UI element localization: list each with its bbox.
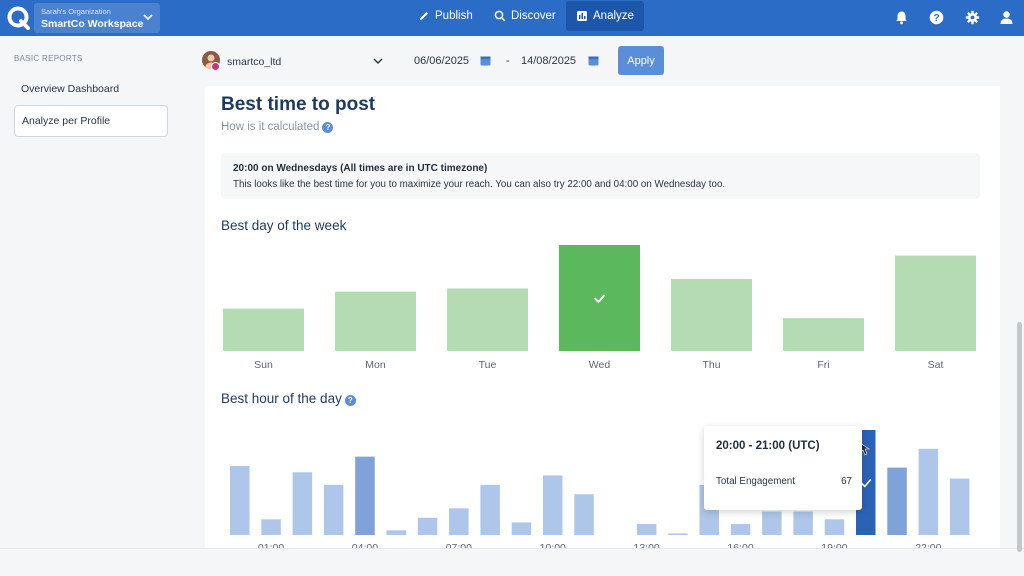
organization-name: Sarah's Organization xyxy=(41,7,111,16)
hour-bar-1100[interactable] xyxy=(574,494,594,535)
app-logo-icon[interactable] xyxy=(6,5,32,31)
best-hour-title-label: Best hour of the day xyxy=(221,391,342,406)
day-tick-label: Thu xyxy=(702,359,720,371)
recommendation-text: This looks like the best time for you to… xyxy=(233,179,726,190)
check-icon xyxy=(860,478,872,488)
hour-bar-2100[interactable] xyxy=(887,467,907,535)
hour-bar-1800[interactable] xyxy=(793,511,813,535)
tooltip-value: 67 xyxy=(841,476,852,487)
profile-select[interactable]: smartco_ltd xyxy=(196,46,392,76)
hour-bar-0600[interactable] xyxy=(417,517,438,535)
tooltip-title: 20:00 - 21:00 (UTC) xyxy=(716,440,820,452)
end-date-input[interactable]: 14/08/2025 xyxy=(521,55,577,67)
hour-bar-0400[interactable] xyxy=(355,456,375,535)
hour-bar-0900[interactable] xyxy=(511,522,532,535)
recommendation-box: 20:00 on Wednesdays (All times are in UT… xyxy=(221,153,980,199)
nav-discover[interactable]: Discover xyxy=(484,1,566,31)
sidebar-item-label: Analyze per Profile xyxy=(22,115,111,127)
nav-publish-label: Publish xyxy=(435,10,473,22)
best-day-title: Best day of the week xyxy=(221,218,347,233)
hour-bar-2300[interactable] xyxy=(949,478,970,535)
nav-publish[interactable]: Publish xyxy=(408,1,483,31)
hour-bar-1300[interactable] xyxy=(636,524,657,535)
day-tick-label: Fri xyxy=(817,359,829,371)
day-bar-wed[interactable] xyxy=(559,245,640,351)
nav-discover-label: Discover xyxy=(511,10,556,22)
sidebar-item-overview-dashboard[interactable]: Overview Dashboard xyxy=(14,74,168,106)
sidebar-item-label: Overview Dashboard xyxy=(21,83,120,95)
help-icon[interactable]: ? xyxy=(322,122,334,133)
sidebar-heading: BASIC REPORTS xyxy=(14,54,83,63)
profile-name: smartco_ltd xyxy=(227,56,282,68)
hour-bar-0700[interactable] xyxy=(449,508,469,535)
chevron-down-icon xyxy=(143,14,153,21)
start-date-input[interactable]: 06/06/2025 xyxy=(414,55,470,67)
best-hour-title: Best hour of the day? xyxy=(221,391,356,406)
gear-icon[interactable] xyxy=(965,10,980,25)
nav-analyze-label: Analyze xyxy=(593,10,634,22)
day-bar-sun[interactable] xyxy=(223,308,304,351)
user-icon[interactable] xyxy=(999,10,1014,25)
sidebar-item-analyze-per-profile[interactable]: Analyze per Profile xyxy=(14,105,168,137)
chevron-down-icon xyxy=(373,58,383,64)
date-range-separator: - xyxy=(506,55,510,67)
hour-bar-0200[interactable] xyxy=(292,472,313,535)
nav-analyze[interactable]: Analyze xyxy=(566,1,644,31)
day-bar-sat[interactable] xyxy=(895,255,976,351)
how-calculated-label: How is it calculated xyxy=(221,121,320,133)
help-icon[interactable]: ? xyxy=(344,395,356,406)
bell-icon[interactable] xyxy=(894,10,909,25)
calendar-icon[interactable] xyxy=(480,55,491,66)
hour-bar-0300[interactable] xyxy=(323,484,344,535)
workspace-name: SmartCo Workspace xyxy=(41,18,144,30)
hour-tooltip: 20:00 - 21:00 (UTC) Total Engagement 67 xyxy=(704,426,862,510)
day-tick-label: Mon xyxy=(365,359,386,371)
day-bar-thu[interactable] xyxy=(671,278,752,351)
hour-bar-1600[interactable] xyxy=(730,524,751,535)
hour-bar-1000[interactable] xyxy=(543,475,563,535)
hour-bar-0500[interactable] xyxy=(386,530,407,535)
day-bar-tue[interactable] xyxy=(447,288,528,351)
day-bar-mon[interactable] xyxy=(335,291,416,351)
day-tick-label: Sat xyxy=(928,359,944,371)
hour-bar-0000[interactable] xyxy=(230,466,250,535)
footer-strip xyxy=(0,548,1024,576)
calendar-icon[interactable] xyxy=(588,55,599,66)
instagram-badge-icon xyxy=(211,62,220,71)
check-icon xyxy=(593,294,606,304)
help-icon[interactable]: ? xyxy=(929,10,944,25)
search-icon xyxy=(494,10,506,22)
pen-icon xyxy=(420,12,428,20)
page-title: Best time to post xyxy=(221,94,376,115)
workspace-switcher[interactable]: Sarah's Organization SmartCo Workspace xyxy=(34,3,160,33)
day-tick-label: Wed xyxy=(589,359,611,371)
tooltip-label: Total Engagement xyxy=(716,476,795,487)
hour-bar-0100[interactable] xyxy=(261,519,281,535)
scrollbar[interactable] xyxy=(1017,322,1022,552)
day-tick-label: Tue xyxy=(479,359,497,371)
day-tick-label: Sun xyxy=(254,359,273,371)
recommendation-title: 20:00 on Wednesdays (All times are in UT… xyxy=(233,163,488,174)
hour-bar-1900[interactable] xyxy=(824,519,845,535)
how-calculated-link[interactable]: How is it calculated? xyxy=(221,121,334,133)
day-bar-fri[interactable] xyxy=(783,318,864,351)
top-navigation-bar: Sarah's Organization SmartCo Workspace P… xyxy=(0,0,1024,36)
hour-bar-0800[interactable] xyxy=(480,484,500,535)
hour-bar-1400[interactable] xyxy=(668,533,688,535)
apply-button[interactable]: Apply xyxy=(618,46,664,75)
analytics-icon xyxy=(577,11,587,21)
hour-bar-2200[interactable] xyxy=(918,448,939,535)
hour-bar-1700[interactable] xyxy=(762,511,782,535)
svg-text:?: ? xyxy=(933,13,939,24)
